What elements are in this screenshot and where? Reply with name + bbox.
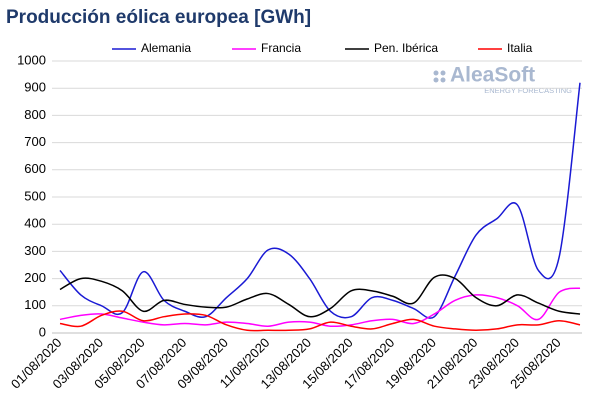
series-line bbox=[59, 287, 581, 328]
y-tick-label: 200 bbox=[24, 270, 46, 285]
logo-dot bbox=[433, 70, 439, 76]
y-tick-label: 1000 bbox=[17, 52, 46, 67]
series-line bbox=[59, 82, 581, 319]
y-tick-label: 600 bbox=[24, 161, 46, 176]
series-line bbox=[59, 310, 581, 332]
legend-label: Italia bbox=[507, 41, 533, 55]
legend-label: Pen. Ibérica bbox=[374, 41, 438, 55]
series-line bbox=[59, 274, 581, 318]
logo: AleaSoft ENERGY FORECASTING bbox=[433, 64, 572, 95]
legend-label: Francia bbox=[261, 41, 301, 55]
y-tick-label: 500 bbox=[24, 188, 46, 203]
logo-dot bbox=[440, 70, 446, 76]
y-tick-label: 300 bbox=[24, 243, 46, 258]
legend-label: Alemania bbox=[141, 41, 191, 55]
y-tick-label: 800 bbox=[24, 107, 46, 122]
y-tick-label: 400 bbox=[24, 216, 46, 231]
y-tick-label: 700 bbox=[24, 134, 46, 149]
y-tick-label: 900 bbox=[24, 80, 46, 95]
logo-tagline: ENERGY FORECASTING bbox=[484, 86, 572, 95]
logo-dot bbox=[440, 77, 446, 83]
chart-title: Producción eólica europea [GWh] bbox=[6, 7, 311, 28]
logo-dot bbox=[433, 77, 439, 83]
y-tick-label: 0 bbox=[39, 324, 46, 339]
y-tick-label: 100 bbox=[24, 297, 46, 312]
logo-name: AleaSoft bbox=[450, 64, 535, 87]
